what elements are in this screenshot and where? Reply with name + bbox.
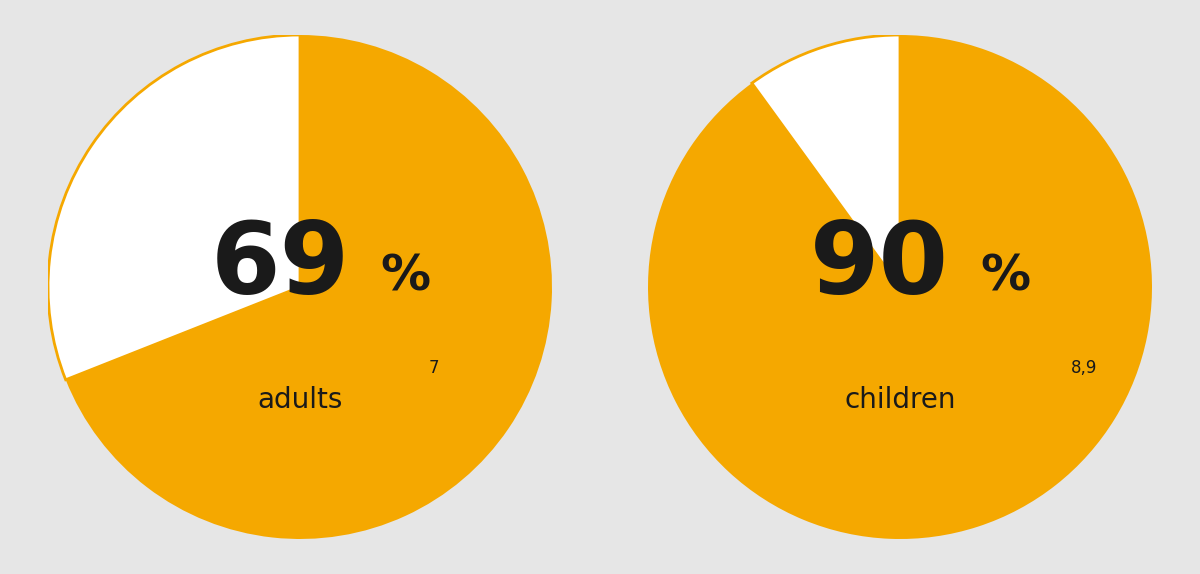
Text: 8,9: 8,9	[1072, 359, 1098, 377]
Wedge shape	[48, 35, 300, 380]
Text: 7: 7	[428, 359, 439, 377]
Wedge shape	[648, 35, 1152, 539]
Text: %: %	[380, 253, 431, 301]
Text: %: %	[980, 253, 1031, 301]
Text: 90: 90	[810, 218, 949, 315]
Wedge shape	[66, 35, 552, 539]
Wedge shape	[752, 35, 900, 287]
Text: 69: 69	[210, 218, 349, 315]
Text: children: children	[845, 386, 955, 414]
Text: adults: adults	[257, 386, 343, 414]
